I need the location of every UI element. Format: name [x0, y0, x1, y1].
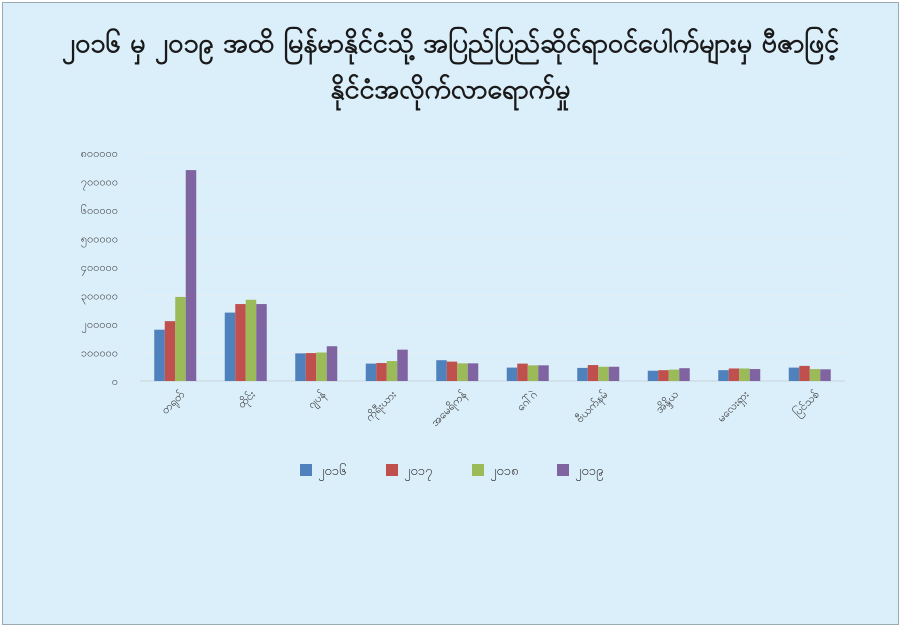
- bar: [728, 368, 740, 381]
- x-tick-label: အိန္ဒိယ: [653, 388, 683, 418]
- x-tick-label: ဂျပန်: [305, 388, 330, 413]
- y-tick-label: ၈၀၀၀၀၀: [81, 147, 118, 160]
- y-tick-label: ၇၀၀၀၀၀: [81, 176, 118, 191]
- x-tick-label: အမေရိကန်: [428, 388, 471, 431]
- bar: [376, 363, 387, 381]
- bar: [718, 370, 729, 381]
- legend-swatch: [472, 464, 484, 476]
- bar: [256, 304, 267, 381]
- bar: [608, 366, 620, 381]
- bar: [799, 365, 810, 381]
- legend-label: ၂၀၁၆: [318, 463, 346, 481]
- bar: [386, 361, 398, 381]
- bar: [175, 296, 186, 381]
- bar: [467, 363, 479, 381]
- bar: [538, 365, 549, 381]
- bar: [245, 299, 257, 381]
- bar: [598, 366, 609, 381]
- x-tick-label: ပြင်သစ်: [790, 387, 823, 420]
- bar: [668, 369, 680, 381]
- bar: [154, 329, 165, 381]
- legend-swatch: [300, 464, 312, 476]
- y-tick-label: ၅၀၀၀၀၀: [81, 233, 118, 248]
- bar: [658, 370, 669, 381]
- bar: [316, 352, 327, 381]
- bar: [587, 365, 599, 381]
- bar: [305, 353, 317, 381]
- legend-swatch: [386, 464, 398, 476]
- bar: [679, 368, 690, 381]
- x-tick-label: ဂေါ်ဂဲ: [514, 388, 540, 414]
- bar: [739, 368, 750, 381]
- legend-label: ၂၀၁၇: [404, 464, 432, 481]
- legend-label: ၂၀၁၉: [575, 464, 603, 481]
- chart-title: ၂၀၁၆ မှ ၂၀၁၉ အထိ မြန်မာနိုင်ငံသို့ အပြည်…: [61, 28, 840, 105]
- bar: [527, 365, 539, 381]
- x-tick-label: ကိုရီးယား: [363, 388, 401, 426]
- x-tick-label: မလေးရှား: [715, 388, 753, 426]
- bar: [295, 353, 306, 381]
- bar: [517, 363, 528, 381]
- x-tick-label: ဗီယက်နမ်: [573, 388, 612, 427]
- bar: [749, 369, 761, 381]
- bar: [446, 361, 458, 381]
- y-tick-label: ၂၀၀၀၀၀: [82, 318, 118, 333]
- bar: [788, 367, 800, 381]
- y-tick-label: ၆၀၀၀၀၀: [81, 204, 118, 217]
- x-tick-label: ထိုင်း: [235, 388, 260, 413]
- bar: [506, 367, 518, 381]
- y-tick-label: ၀: [112, 375, 118, 388]
- x-tick-label: တရုတ်: [159, 388, 189, 418]
- bar: [235, 304, 246, 381]
- bar: [809, 369, 821, 381]
- y-tick-label: ၄၀၀၀၀၀: [81, 261, 118, 276]
- legend-label: ၂၀၁၈: [490, 464, 518, 481]
- bar: [647, 370, 659, 381]
- legend-swatch: [557, 464, 569, 476]
- bar: [577, 367, 588, 381]
- bar: [457, 363, 468, 381]
- y-tick-label: ၁၀၀၀၀၀: [81, 347, 118, 360]
- bar: [436, 360, 447, 381]
- bar: [164, 321, 176, 381]
- bar: [185, 170, 197, 381]
- bar: [224, 312, 236, 381]
- bar: [365, 363, 377, 381]
- bar: [820, 369, 831, 381]
- y-tick-label: ၃၀၀၀၀၀: [81, 290, 118, 305]
- bar: [326, 346, 338, 381]
- bar: [397, 349, 408, 381]
